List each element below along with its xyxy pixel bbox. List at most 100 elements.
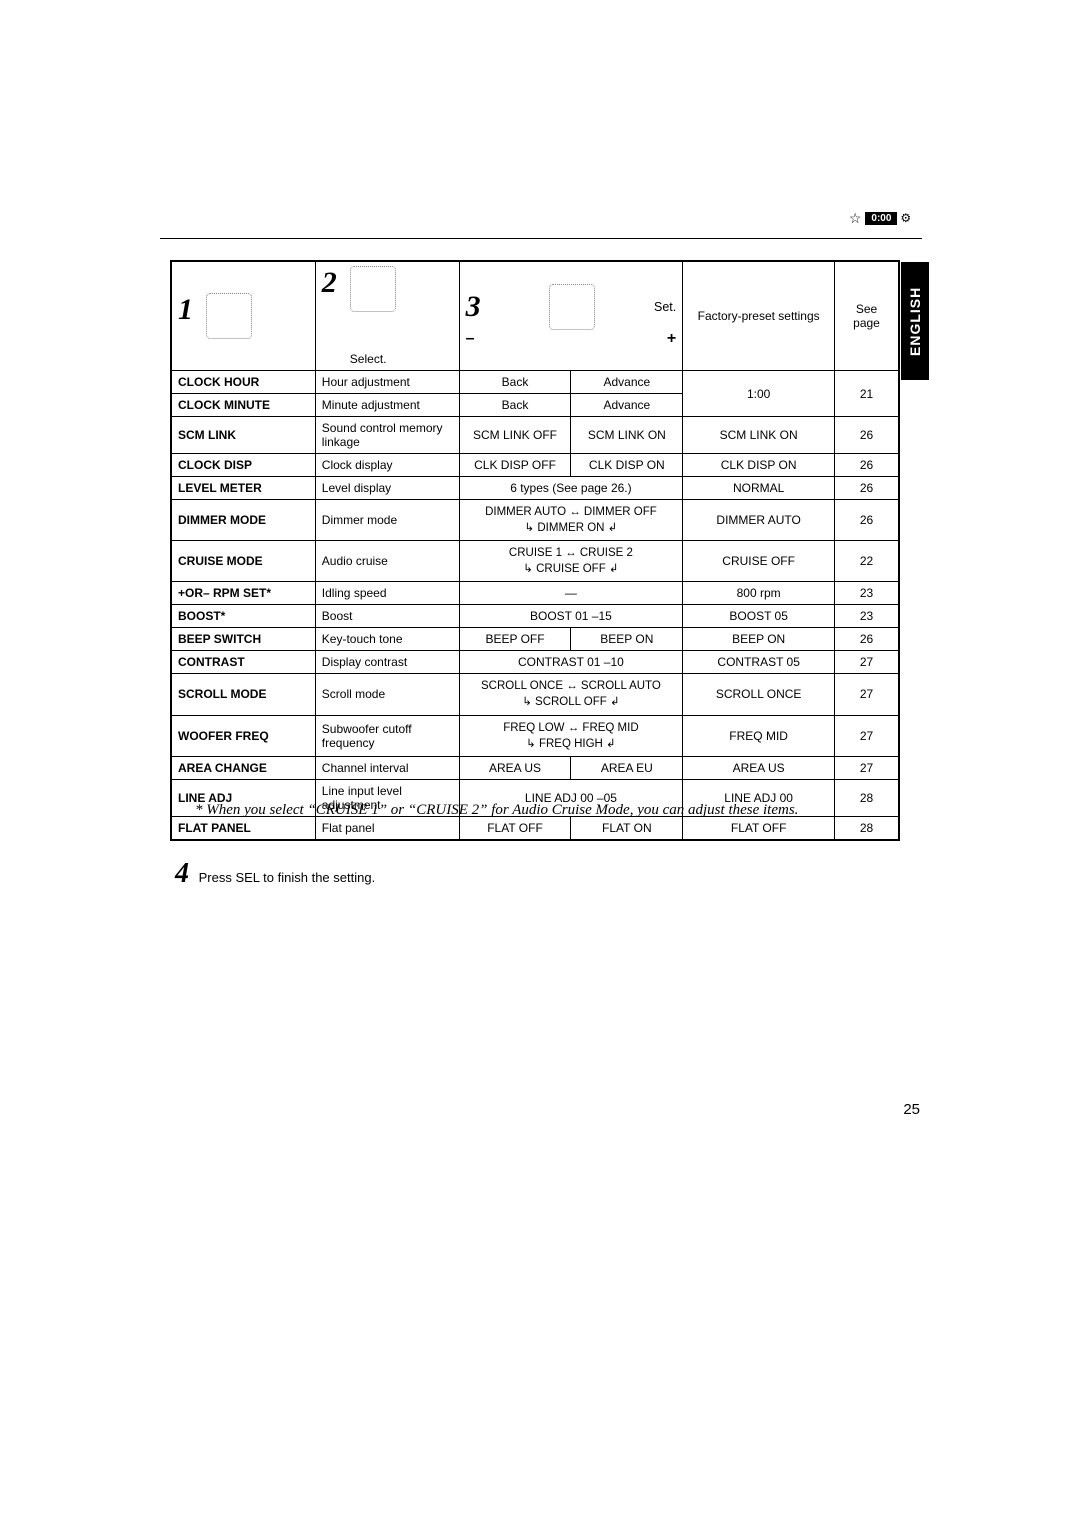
step2-header: 2 Select. [315, 262, 459, 371]
see-page: 21 [835, 371, 899, 417]
star-icon: ☆ [849, 210, 862, 227]
table-row: DIMMER MODEDimmer modeDIMMER AUTO ↔ DIMM… [172, 500, 899, 541]
minus-label: – [466, 330, 475, 348]
header-badge: ☆ 0:00 ⚙ [840, 208, 920, 228]
setting-label: CRUISE MODE [172, 541, 316, 582]
see-page: 26 [835, 477, 899, 500]
setting-range: — [459, 582, 683, 605]
setting-range: BOOST 01 –15 [459, 605, 683, 628]
setting-option-minus: BEEP OFF [459, 628, 571, 651]
see-page: 27 [835, 715, 899, 756]
step1-header: 1 [172, 262, 316, 371]
factory-preset: BEEP ON [683, 628, 835, 651]
gear-icon: ⚙ [900, 211, 911, 225]
settings-table: 1 2 Select. 3 Set. – + [170, 260, 900, 841]
table-row: AREA CHANGEChannel intervalAREA USAREA E… [172, 756, 899, 779]
setting-description: Level display [315, 477, 459, 500]
page-header: See page [835, 262, 899, 371]
setting-label: +OR– RPM SET* [172, 582, 316, 605]
setting-description: Channel interval [315, 756, 459, 779]
setting-description: Scroll mode [315, 674, 459, 715]
setting-option-plus: CLK DISP ON [571, 454, 683, 477]
setting-description: Boost [315, 605, 459, 628]
setting-description: Subwoofer cutoff frequency [315, 715, 459, 756]
table-row: WOOFER FREQSubwoofer cutoff frequencyFRE… [172, 715, 899, 756]
table-row: CRUISE MODEAudio cruiseCRUISE 1 ↔ CRUISE… [172, 541, 899, 582]
table-row: LEVEL METERLevel display6 types (See pag… [172, 477, 899, 500]
language-tab: ENGLISH [901, 262, 929, 380]
clock-badge: 0:00 [865, 212, 897, 225]
table-row: +OR– RPM SET*Idling speed—800 rpm23 [172, 582, 899, 605]
setting-label: BEEP SWITCH [172, 628, 316, 651]
setting-option-minus: Back [459, 371, 571, 394]
see-page: 26 [835, 500, 899, 541]
step1-number: 1 [178, 293, 193, 326]
see-page: 23 [835, 582, 899, 605]
setting-cycle-options: CRUISE 1 ↔ CRUISE 2↳ CRUISE OFF ↲ [459, 541, 683, 582]
preset-header: Factory-preset settings [683, 262, 835, 371]
setting-description: Dimmer mode [315, 500, 459, 541]
factory-preset: NORMAL [683, 477, 835, 500]
setting-option-minus: CLK DISP OFF [459, 454, 571, 477]
setting-description: Clock display [315, 454, 459, 477]
set-knob-icon [549, 284, 595, 330]
see-page: 23 [835, 605, 899, 628]
plus-label: + [667, 330, 676, 348]
factory-preset: FREQ MID [683, 715, 835, 756]
setting-description: Sound control memory linkage [315, 417, 459, 454]
setting-label: LEVEL METER [172, 477, 316, 500]
table-row: CLOCK HOURHour adjustmentBackAdvance1:00… [172, 371, 899, 394]
setting-label: CONTRAST [172, 651, 316, 674]
table-header-row: 1 2 Select. 3 Set. – + [172, 262, 899, 371]
factory-preset: 1:00 [683, 371, 835, 417]
setting-label: SCROLL MODE [172, 674, 316, 715]
factory-preset: SCROLL ONCE [683, 674, 835, 715]
select-knob-icon [350, 266, 396, 312]
factory-preset: BOOST 05 [683, 605, 835, 628]
setting-range: 6 types (See page 26.) [459, 477, 683, 500]
see-page: 26 [835, 628, 899, 651]
factory-preset: CRUISE OFF [683, 541, 835, 582]
step3-number: 3 [466, 290, 481, 324]
setting-label: BOOST* [172, 605, 316, 628]
factory-preset: DIMMER AUTO [683, 500, 835, 541]
table-row: BOOST*BoostBOOST 01 –15BOOST 0523 [172, 605, 899, 628]
setting-option-plus: SCM LINK ON [571, 417, 683, 454]
table-row: CONTRASTDisplay contrastCONTRAST 01 –10C… [172, 651, 899, 674]
setting-description: Hour adjustment [315, 371, 459, 394]
footnote: * When you select “CRUISE 1” or “CRUISE … [195, 800, 875, 820]
setting-cycle-options: DIMMER AUTO ↔ DIMMER OFF↳ DIMMER ON ↲ [459, 500, 683, 541]
setting-option-plus: Advance [571, 371, 683, 394]
see-page: 27 [835, 674, 899, 715]
setting-option-plus: AREA EU [571, 756, 683, 779]
setting-label: CLOCK MINUTE [172, 394, 316, 417]
step2-number: 2 [322, 266, 337, 299]
setting-label: WOOFER FREQ [172, 715, 316, 756]
table-row: SCROLL MODEScroll modeSCROLL ONCE ↔ SCRO… [172, 674, 899, 715]
setting-label: SCM LINK [172, 417, 316, 454]
table-row: SCM LINKSound control memory linkage SCM … [172, 417, 899, 454]
setting-description: Key-touch tone [315, 628, 459, 651]
setting-option-plus: BEEP ON [571, 628, 683, 651]
factory-preset: CONTRAST 05 [683, 651, 835, 674]
see-page: 22 [835, 541, 899, 582]
setting-cycle-options: FREQ LOW ↔ FREQ MID↳ FREQ HIGH ↲ [459, 715, 683, 756]
factory-preset: 800 rpm [683, 582, 835, 605]
step3-header: 3 Set. – + [459, 262, 683, 371]
page-number: 25 [903, 1101, 920, 1118]
setting-option-plus: Advance [571, 394, 683, 417]
factory-preset: CLK DISP ON [683, 454, 835, 477]
factory-preset: AREA US [683, 756, 835, 779]
see-page: 26 [835, 417, 899, 454]
setting-option-minus: AREA US [459, 756, 571, 779]
see-page: 27 [835, 651, 899, 674]
setting-cycle-options: SCROLL ONCE ↔ SCROLL AUTO↳ SCROLL OFF ↲ [459, 674, 683, 715]
set-label: Set. [654, 300, 676, 314]
setting-description: Display contrast [315, 651, 459, 674]
setting-description: Idling speed [315, 582, 459, 605]
top-rule [160, 238, 922, 239]
setting-label: CLOCK HOUR [172, 371, 316, 394]
table-row: BEEP SWITCHKey-touch toneBEEP OFFBEEP ON… [172, 628, 899, 651]
select-label: Select. [350, 352, 453, 366]
setting-label: AREA CHANGE [172, 756, 316, 779]
